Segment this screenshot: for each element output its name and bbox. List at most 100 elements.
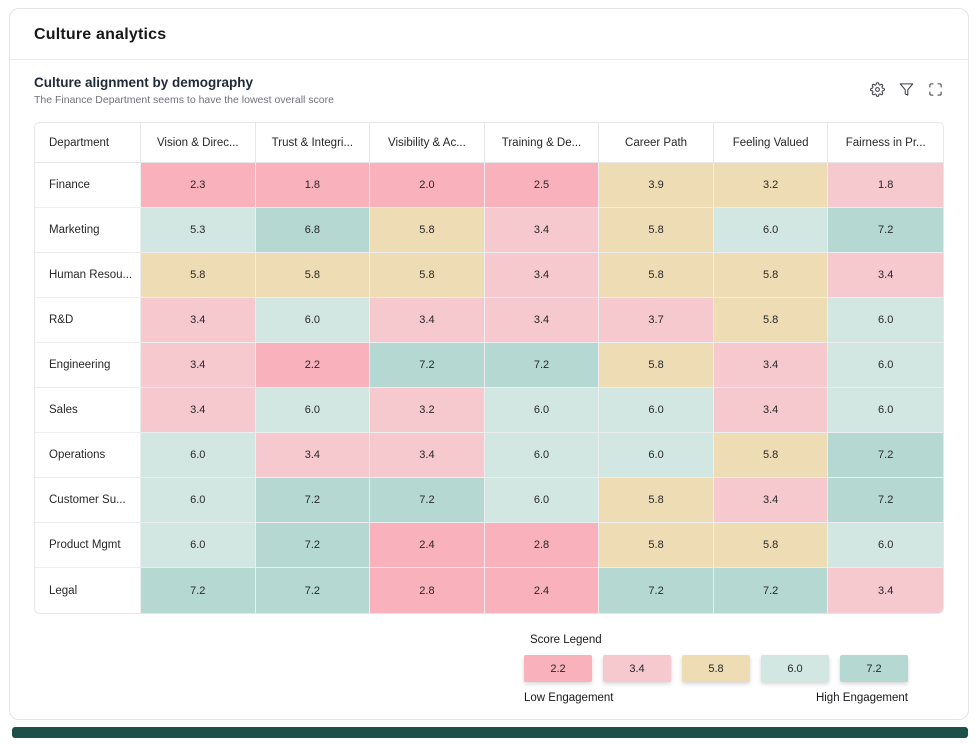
heatmap-cell: 7.2 xyxy=(141,568,256,613)
culture-analytics-card: Culture analytics Culture alignment by d… xyxy=(9,8,969,720)
heatmap-cell: 6.0 xyxy=(141,478,256,523)
heatmap-cell: 5.8 xyxy=(255,253,371,298)
column-header-department: Department xyxy=(35,123,141,163)
heatmap-cell: 6.0 xyxy=(255,298,371,343)
row-label: Finance xyxy=(35,163,141,208)
heatmap-cell: 3.4 xyxy=(713,343,829,388)
heatmap-cell: 7.2 xyxy=(828,208,943,253)
heatmap-cell: 3.9 xyxy=(599,163,714,208)
header-divider xyxy=(10,59,968,60)
heatmap-cell: 6.0 xyxy=(599,388,714,433)
heatmap-cell: 3.4 xyxy=(828,253,943,298)
heatmap-cell: 3.4 xyxy=(713,478,829,523)
row-label: Marketing xyxy=(35,208,141,253)
row-label: Engineering xyxy=(35,343,141,388)
heatmap-cell: 3.4 xyxy=(484,208,600,253)
section-subtitle: The Finance Department seems to have the… xyxy=(34,94,334,106)
heatmap-cell: 2.4 xyxy=(484,568,600,613)
column-header: Fairness in Pr... xyxy=(828,123,943,163)
filter-icon[interactable] xyxy=(898,81,915,98)
heatmap-cell: 3.4 xyxy=(828,568,943,613)
bottom-bar xyxy=(12,727,968,738)
heatmap-cell: 2.3 xyxy=(141,163,256,208)
heatmap-cell: 6.0 xyxy=(713,208,829,253)
heatmap-cell: 5.8 xyxy=(599,208,714,253)
heatmap-cell: 6.0 xyxy=(141,523,256,568)
row-label: Human Resou... xyxy=(35,253,141,298)
section-header: Culture alignment by demography The Fina… xyxy=(10,60,968,120)
settings-icon[interactable] xyxy=(869,81,886,98)
legend-swatch: 5.8 xyxy=(682,655,750,682)
row-label: R&D xyxy=(35,298,141,343)
heatmap-cell: 6.0 xyxy=(828,388,943,433)
heatmap-cell: 3.4 xyxy=(255,433,371,478)
heatmap-cell: 3.4 xyxy=(141,343,256,388)
legend-swatch: 3.4 xyxy=(603,655,671,682)
heatmap-cell: 5.8 xyxy=(713,433,829,478)
heatmap-cell: 3.2 xyxy=(713,163,829,208)
column-header: Trust & Integri... xyxy=(255,123,371,163)
legend-high-label: High Engagement xyxy=(815,692,908,704)
heatmap-table: Department Vision & Direc... Trust & Integ… xyxy=(34,122,944,614)
heatmap-cell: 3.7 xyxy=(599,298,714,343)
heatmap-cell: 2.0 xyxy=(370,163,485,208)
heatmap-cell: 3.2 xyxy=(370,388,485,433)
row-label: Product Mgmt xyxy=(35,523,141,568)
expand-icon[interactable] xyxy=(927,81,944,98)
heatmap-cell: 6.0 xyxy=(828,298,943,343)
legend-swatch: 2.2 xyxy=(524,655,592,682)
heatmap-cell: 5.8 xyxy=(599,478,714,523)
column-header: Vision & Direc... xyxy=(141,123,256,163)
row-label: Operations xyxy=(35,433,141,478)
heatmap-cell: 3.4 xyxy=(370,433,485,478)
heatmap-cell: 7.2 xyxy=(255,478,371,523)
heatmap-cell: 2.4 xyxy=(370,523,485,568)
heatmap-cell: 7.2 xyxy=(713,568,829,613)
heatmap-cell: 3.4 xyxy=(484,298,600,343)
heatmap-cell: 7.2 xyxy=(255,523,371,568)
heatmap-cell: 2.2 xyxy=(255,343,371,388)
heatmap-cell: 5.8 xyxy=(713,253,829,298)
heatmap-cell: 3.4 xyxy=(141,298,256,343)
heatmap-cell: 6.0 xyxy=(141,433,256,478)
heatmap-cell: 5.8 xyxy=(713,298,829,343)
section-title: Culture alignment by demography xyxy=(34,75,254,90)
heatmap-cell: 3.4 xyxy=(713,388,829,433)
legend-swatch: 7.2 xyxy=(840,655,908,682)
heatmap-cell: 6.0 xyxy=(484,433,600,478)
heatmap-cell: 6.0 xyxy=(255,388,371,433)
heatmap-cell: 3.4 xyxy=(484,253,600,298)
row-label: Customer Su... xyxy=(35,478,141,523)
card-header: Culture analytics xyxy=(10,9,968,59)
heatmap-cell: 2.5 xyxy=(484,163,600,208)
legend-low-label: Low Engagement xyxy=(524,692,614,704)
chart-toolbar xyxy=(869,81,944,98)
legend-labels: Low Engagement High Engagement xyxy=(524,692,908,704)
heatmap-cell: 7.2 xyxy=(255,568,371,613)
heatmap-cell: 7.2 xyxy=(484,343,600,388)
heatmap-cell: 5.8 xyxy=(370,208,485,253)
heatmap-cell: 5.8 xyxy=(141,253,256,298)
heatmap-cell: 6.0 xyxy=(828,523,943,568)
heatmap-cell: 5.8 xyxy=(370,253,485,298)
heatmap-cell: 2.8 xyxy=(484,523,600,568)
heatmap-cell: 5.8 xyxy=(599,523,714,568)
heatmap-cell: 6.8 xyxy=(255,208,371,253)
heatmap-cell: 5.3 xyxy=(141,208,256,253)
heatmap-cell: 5.8 xyxy=(713,523,829,568)
heatmap-cell: 6.0 xyxy=(599,433,714,478)
column-header: Visibility & Ac... xyxy=(370,123,485,163)
legend-swatches: 2.2 3.4 5.8 6.0 7.2 xyxy=(524,655,908,682)
heatmap-cell: 3.4 xyxy=(141,388,256,433)
heatmap-cell: 1.8 xyxy=(255,163,371,208)
heatmap-cell: 6.0 xyxy=(484,478,600,523)
page-title: Culture analytics xyxy=(34,26,167,43)
column-header: Feeling Valued xyxy=(713,123,829,163)
heatmap-cell: 7.2 xyxy=(828,433,943,478)
heatmap-cell: 7.2 xyxy=(370,343,485,388)
heatmap-cell: 7.2 xyxy=(599,568,714,613)
heatmap-cell: 7.2 xyxy=(828,478,943,523)
score-legend: Score Legend 2.2 3.4 5.8 6.0 7.2 Low Engagem… xyxy=(524,634,908,704)
heatmap-cell: 2.8 xyxy=(370,568,485,613)
heatmap-cell: 6.0 xyxy=(484,388,600,433)
